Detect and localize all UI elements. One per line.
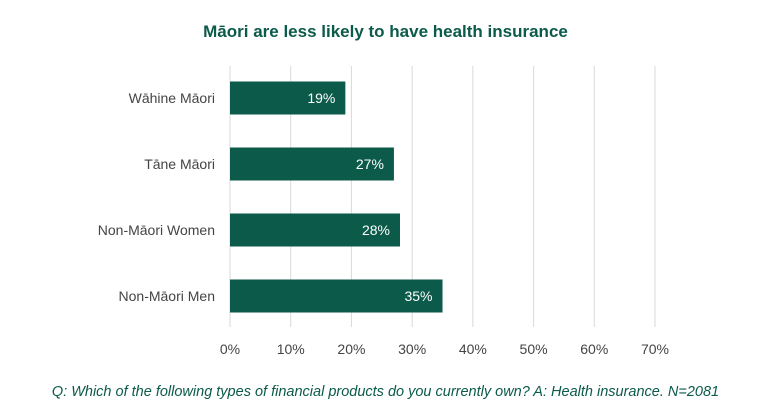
category-label: Wāhine Māori [129,90,215,106]
chart-title: Māori are less likely to have health ins… [203,22,568,41]
category-label: Non-Māori Women [98,222,215,238]
x-tick-label: 20% [337,341,365,357]
bar-value-label: 28% [362,222,390,238]
x-tick-label: 60% [580,341,608,357]
category-label: Tāne Māori [144,156,215,172]
x-tick-label: 0% [220,341,240,357]
labels: 0% 10% 20% 30% 40% 50% 60% 70% Wāhine Māori 19% Tā… [98,90,669,357]
x-tick-label: 40% [459,341,487,357]
x-tick-label: 30% [398,341,426,357]
bar-value-label: 19% [307,90,335,106]
bar-value-label: 27% [356,156,384,172]
bar-value-label: 35% [404,288,432,304]
x-tick-label: 70% [641,341,669,357]
category-label: Non-Māori Men [119,288,215,304]
bar [230,279,443,313]
bar-chart: 0% 10% 20% 30% 40% 50% 60% 70% Wāhine Māori 19% Tā… [98,66,669,357]
bar [230,213,400,247]
chart-caption: Q: Which of the following types of finan… [51,384,720,400]
x-tick-label: 50% [520,341,548,357]
bar [230,147,394,181]
bar [230,81,346,115]
bars [230,81,443,313]
x-tick-label: 10% [277,341,305,357]
